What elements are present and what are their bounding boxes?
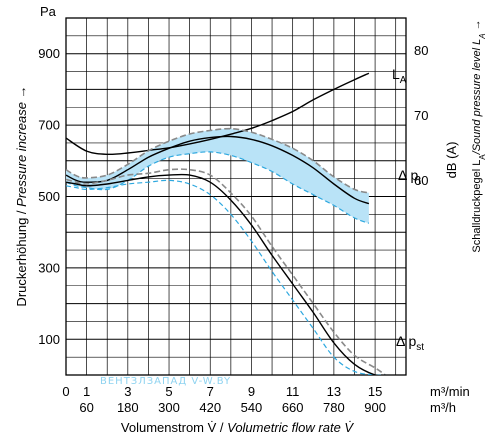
x-tick-label-m3min: 1 xyxy=(83,384,90,399)
x-tick-label-m3min: 5 xyxy=(165,384,172,399)
left-tick-label: 100 xyxy=(38,332,60,347)
plot-frame xyxy=(65,17,407,376)
x-tick-label-m3min: 7 xyxy=(207,384,214,399)
left-axis-unit: Pa xyxy=(40,4,57,19)
x-tick-label-m3h: 60 xyxy=(79,400,93,415)
axis-labels: Volumenstrom V̇ / Volumetric flow rate V… xyxy=(14,19,487,435)
label-la: LA xyxy=(392,66,407,86)
x-tick-label-m3h: 780 xyxy=(323,400,345,415)
right-tick-label: 80 xyxy=(414,43,428,58)
band-lower-pst xyxy=(66,179,386,375)
band-lower-pt xyxy=(66,151,370,224)
x-tick-label-m3min: 11 xyxy=(286,384,300,399)
x-tick-label-m3h: 900 xyxy=(364,400,386,415)
right-tick-label: 60 xyxy=(414,173,428,188)
x-tick-label-m3min: 15 xyxy=(368,384,382,399)
x-tick-label-m3h: 420 xyxy=(199,400,221,415)
left-tick-label: 300 xyxy=(38,260,60,275)
pressure-band xyxy=(66,128,369,224)
curves xyxy=(66,72,386,375)
x-unit-m3h: m³/h xyxy=(430,400,456,415)
watermark: ВЕНТЗЛЗАПАД V-W.BY xyxy=(100,376,231,387)
x-tick-label-m3h: 660 xyxy=(282,400,304,415)
right-axis-title: Schalldruckpegel LA/Sound pressure level… xyxy=(471,19,487,252)
x-tick-label-m3min: 3 xyxy=(124,384,131,399)
right-axis-unit: dB (A) xyxy=(444,142,459,179)
x-axis-title: Volumenstrom V̇ / Volumetric flow rate V… xyxy=(121,420,354,435)
left-tick-label: 900 xyxy=(38,46,60,61)
x-tick-label-m3min: 0 xyxy=(62,384,69,399)
x-unit-m3min: m³/min xyxy=(430,384,470,399)
label-pst: Δ pst xyxy=(396,333,424,353)
label-pt: Δ pt xyxy=(398,167,421,187)
series-line-pst xyxy=(66,173,386,375)
x-tick-label-m3h: 180 xyxy=(117,400,139,415)
band-upper-pt xyxy=(66,127,370,194)
x-tick-label-m3h: 300 xyxy=(158,400,180,415)
x-tick-label-m3h: 540 xyxy=(241,400,263,415)
left-tick-label: 500 xyxy=(38,189,60,204)
left-tick-label: 700 xyxy=(38,118,60,133)
x-tick-label-m3min: 9 xyxy=(248,384,255,399)
left-axis-title: Druckerhöhung / Pressure increase → xyxy=(14,85,29,306)
tolerance-band-pt xyxy=(66,128,369,224)
series-line-pt xyxy=(66,135,370,205)
right-tick-label: 70 xyxy=(414,108,428,123)
x-tick-label-m3min: 13 xyxy=(327,384,341,399)
band-upper-pst xyxy=(66,168,386,375)
